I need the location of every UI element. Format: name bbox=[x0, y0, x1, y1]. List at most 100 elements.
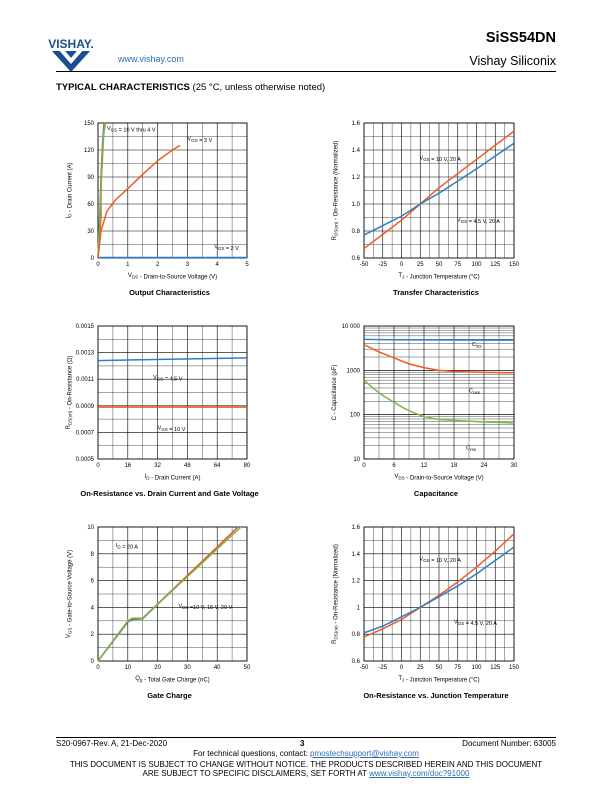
y-tick-label: 6 bbox=[91, 579, 95, 585]
y-tick-label: 10 bbox=[87, 525, 94, 531]
chart-caption: Output Characteristics bbox=[129, 288, 210, 297]
x-tick-label: 3 bbox=[186, 262, 190, 268]
footer-document-number: Document Number: 63005 bbox=[462, 739, 556, 748]
y-axis-label: VGS - Gate-to-Source Voltage (V) bbox=[66, 550, 74, 638]
y-axis-label: RDS(on) - On-Resistance (Normalized) bbox=[332, 544, 340, 644]
y-tick-label: 1 bbox=[357, 605, 361, 611]
annotation: VGS = 10 V, 20 A bbox=[420, 557, 462, 565]
y-tick-label: 0 bbox=[91, 659, 95, 665]
footer-contact: For technical questions, contact: pmoste… bbox=[0, 749, 612, 758]
chart-caption: On-Resistance vs. Junction Temperature bbox=[363, 691, 508, 700]
footer-contact-label: For technical questions, contact: bbox=[193, 749, 311, 758]
x-tick-label: 25 bbox=[417, 665, 424, 671]
x-axis-label: VDS - Drain-to-Source Voltage (V) bbox=[394, 474, 483, 482]
y-tick-label: 30 bbox=[87, 229, 94, 235]
y-tick-label: 2 bbox=[91, 632, 95, 638]
y-tick-label: 1.2 bbox=[352, 579, 361, 585]
chart-caption: On-Resistance vs. Drain Current and Gate… bbox=[80, 489, 258, 498]
x-tick-label: 5 bbox=[245, 262, 249, 268]
footer-email-link[interactable]: pmostechsupport@vishay.com bbox=[310, 749, 419, 758]
y-tick-label: 120 bbox=[84, 148, 95, 154]
company-name: Vishay Siliconix bbox=[469, 54, 556, 68]
logo-text: VISHAY. bbox=[38, 37, 104, 51]
y-tick-label: 1000 bbox=[347, 368, 361, 374]
y-tick-label: 1.2 bbox=[352, 175, 361, 181]
y-tick-label: 0.0007 bbox=[76, 430, 95, 436]
annotation: VDS =10 V, 15 V, 20 V bbox=[178, 603, 232, 611]
x-tick-label: 75 bbox=[454, 665, 461, 671]
footer-revision: S20-0967-Rev. A, 21-Dec-2020 bbox=[56, 739, 168, 748]
annotation: Ciss bbox=[472, 342, 482, 349]
y-tick-label: 150 bbox=[84, 121, 95, 127]
y-tick-label: 8 bbox=[91, 552, 95, 558]
chart-caption: Transfer Characteristics bbox=[393, 288, 479, 297]
footer-rule bbox=[56, 737, 556, 738]
footer-disclaimer-link[interactable]: www.vishay.com/doc?91000 bbox=[369, 769, 470, 778]
plot-frame bbox=[363, 122, 515, 259]
annotation: Coss bbox=[469, 389, 481, 396]
x-tick-label: 0 bbox=[400, 262, 404, 268]
x-tick-label: 32 bbox=[154, 463, 161, 469]
series-line-1 bbox=[363, 338, 514, 341]
y-tick-label: 0.8 bbox=[352, 229, 361, 235]
y-axis-label: ID - Drain Current (A) bbox=[66, 163, 74, 219]
y-axis-label: RDS(on) - On-Resistance (Normalized) bbox=[332, 141, 340, 241]
x-tick-label: -25 bbox=[378, 665, 387, 671]
x-tick-label: 80 bbox=[244, 463, 251, 469]
x-tick-label: 6 bbox=[392, 463, 396, 469]
x-tick-label: 25 bbox=[417, 262, 424, 268]
series-line-3 bbox=[363, 379, 515, 424]
y-tick-label: 0.0005 bbox=[76, 457, 95, 463]
plot-frame bbox=[97, 325, 248, 460]
series-line-3 bbox=[97, 526, 242, 662]
x-tick-label: 50 bbox=[436, 262, 443, 268]
x-axis-label: VDS - Drain-to-Source Voltage (V) bbox=[128, 273, 217, 281]
x-axis-label: ID - Drain Current (A) bbox=[145, 474, 201, 482]
annotation: VGS = 4.5 V bbox=[153, 375, 183, 383]
x-tick-label: 30 bbox=[511, 463, 518, 469]
series-line-2 bbox=[363, 142, 515, 236]
part-number: SiSS54DN bbox=[485, 30, 556, 46]
y-tick-label: 60 bbox=[87, 202, 94, 208]
series-line-4 bbox=[97, 144, 181, 259]
x-axis-label: Qg - Total Gate Charge (nC) bbox=[135, 676, 209, 684]
x-tick-label: 150 bbox=[509, 665, 520, 671]
x-tick-label: 16 bbox=[124, 463, 131, 469]
series-line-1 bbox=[363, 130, 515, 250]
x-tick-label: 100 bbox=[471, 665, 482, 671]
section-title: TYPICAL CHARACTERISTICS bbox=[56, 82, 190, 93]
footer-disclaimer-2: ARE SUBJECT TO SPECIFIC DISCLAIMERS, SET… bbox=[0, 769, 612, 778]
y-tick-label: 10 000 bbox=[342, 324, 361, 330]
x-tick-label: 0 bbox=[96, 463, 100, 469]
annotation: VGS = 10 V bbox=[158, 426, 186, 434]
x-tick-label: 50 bbox=[244, 665, 251, 671]
y-tick-label: 1.4 bbox=[352, 148, 361, 154]
x-tick-label: 20 bbox=[154, 665, 161, 671]
y-tick-label: 1.6 bbox=[352, 121, 361, 127]
x-tick-label: -50 bbox=[360, 665, 369, 671]
x-tick-label: 4 bbox=[216, 262, 220, 268]
series-line-3 bbox=[97, 122, 106, 259]
x-tick-label: 75 bbox=[454, 262, 461, 268]
annotation: ID = 20 A bbox=[116, 543, 138, 551]
y-tick-label: 1.6 bbox=[352, 525, 361, 531]
plot-frame bbox=[363, 526, 515, 662]
x-tick-label: 40 bbox=[214, 665, 221, 671]
x-tick-label: 48 bbox=[184, 463, 191, 469]
x-tick-label: 0 bbox=[96, 262, 100, 268]
x-tick-label: 1 bbox=[126, 262, 130, 268]
grid bbox=[363, 526, 515, 662]
series-line-2 bbox=[363, 546, 515, 634]
website-link[interactable]: www.vishay.com bbox=[118, 54, 184, 64]
plot-frame bbox=[97, 526, 248, 662]
x-tick-label: 24 bbox=[481, 463, 488, 469]
x-tick-label: 2 bbox=[156, 262, 160, 268]
annotation: VGS = 10 V thru 4 V bbox=[107, 126, 156, 134]
chart-caption: Capacitance bbox=[414, 489, 458, 498]
x-tick-label: 100 bbox=[471, 262, 482, 268]
